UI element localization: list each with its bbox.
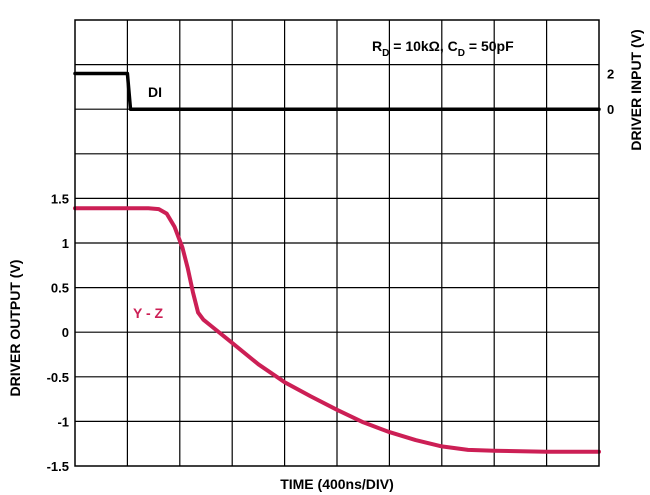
right-axis-label: DRIVER INPUT (V) <box>628 29 644 150</box>
left-tick-label: 0.5 <box>51 281 69 296</box>
right-tick-label: 0 <box>607 102 614 117</box>
left-tick-label: -1.5 <box>47 459 69 474</box>
left-tick-label: 0 <box>62 325 69 340</box>
left-tick-label: 1.5 <box>51 191 69 206</box>
left-axis-ticks: 1.5 1 0.5 0 -0.5 -1 -1.5 <box>47 191 69 474</box>
x-axis-label: TIME (400ns/DIV) <box>280 476 394 492</box>
series-line-y-z <box>73 206 601 454</box>
chart-series <box>73 71 601 454</box>
left-tick-label: -0.5 <box>47 370 69 385</box>
plot-area-frame <box>74 19 600 467</box>
left-tick-label: 1 <box>62 236 69 251</box>
series-label-yz: Y - Z <box>133 305 164 321</box>
series-label-di: DI <box>148 84 162 100</box>
series-line-di <box>73 71 601 111</box>
left-tick-label: -1 <box>57 414 69 429</box>
right-axis-ticks: 20 <box>607 67 614 118</box>
right-tick-label: 2 <box>607 67 614 82</box>
annotation-conditions: RD = 10kΩ, CD = 50pF <box>372 38 514 59</box>
left-axis-label: DRIVER OUTPUT (V) <box>7 260 23 397</box>
